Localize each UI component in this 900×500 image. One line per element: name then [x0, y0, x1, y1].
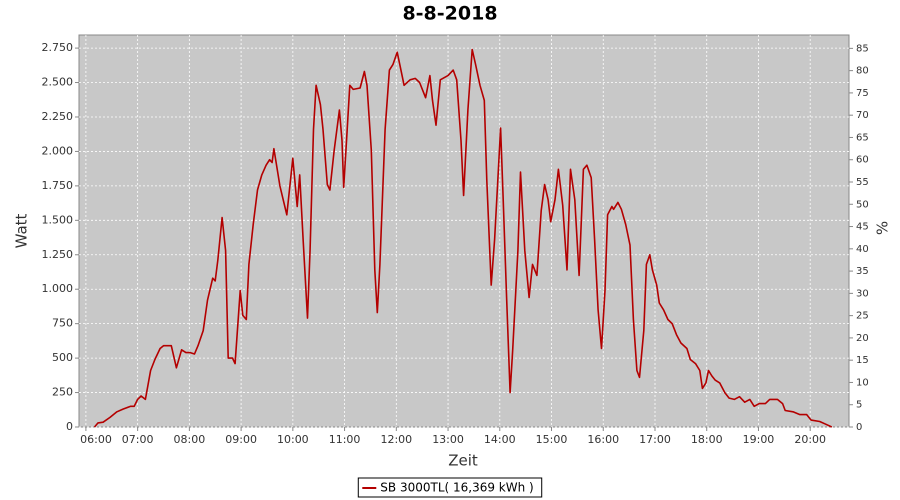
x-tick-label: 17:00: [639, 433, 671, 446]
legend-box: [357, 477, 543, 498]
x-tick-label: 09:00: [225, 433, 257, 446]
y2-tick-label: 5: [856, 400, 862, 411]
x-tick-label: 14:00: [484, 433, 516, 446]
x-tick-label: 07:00: [122, 433, 154, 446]
x-tick-label: 16:00: [587, 433, 619, 446]
y-tick-label: 1.000: [42, 282, 74, 295]
y2-tick-label: 70: [856, 110, 869, 121]
plot-area: [78, 34, 850, 428]
y-tick-label: 2.000: [42, 144, 74, 157]
x-tick-label: 19:00: [743, 433, 775, 446]
y2-tick-label: 55: [856, 177, 869, 188]
y-tick-label: 750: [52, 317, 73, 330]
y-tick-label: 250: [52, 386, 73, 399]
x-tick-label: 13:00: [432, 433, 464, 446]
y2-tick-label: 30: [856, 288, 869, 299]
y2-tick-label: 25: [856, 311, 869, 322]
legend: SB 3000TL( 16,369 kWh ): [357, 477, 543, 498]
legend-label: SB 3000TL( 16,369 kWh ): [380, 481, 533, 495]
y2-tick-label: 40: [856, 244, 869, 255]
y-tick-label: 1.250: [42, 248, 74, 261]
series-line: [93, 48, 833, 428]
y2-tick-label: 45: [856, 222, 869, 233]
y2-tick-label: 35: [856, 266, 869, 277]
x-tick-label: 08:00: [174, 433, 206, 446]
y2-tick-label: 20: [856, 333, 869, 344]
y-tick-label: 2.500: [42, 76, 74, 89]
y2-axis-label: %: [874, 221, 892, 235]
x-tick-label: 20:00: [794, 433, 826, 446]
y2-tick-label: 65: [856, 132, 869, 143]
y2-tick-label: 60: [856, 155, 869, 166]
y-tick-label: 1.500: [42, 213, 74, 226]
y-axis-label: Watt: [13, 213, 31, 248]
y2-tick-label: 80: [856, 66, 869, 77]
y-tick-label: 1.750: [42, 179, 74, 192]
y2-tick-label: 15: [856, 355, 869, 366]
chart-title: 8-8-2018: [402, 3, 497, 25]
y-tick-label: 500: [52, 351, 73, 364]
x-tick-label: 11:00: [329, 433, 361, 446]
y2-tick-label: 85: [856, 43, 869, 54]
y2-tick-label: 75: [856, 88, 869, 99]
y-tick-label: 2.750: [42, 41, 74, 54]
x-tick-label: 10:00: [277, 433, 309, 446]
y-tick-label: 0: [66, 420, 73, 433]
x-tick-label: 18:00: [691, 433, 723, 446]
x-tick-label: 06:00: [80, 433, 112, 446]
y-tick-label: 2.250: [42, 110, 74, 123]
x-axis-label: Zeit: [448, 452, 478, 470]
x-tick-label: 15:00: [536, 433, 568, 446]
y2-tick-label: 50: [856, 199, 869, 210]
y2-tick-label: 0: [856, 422, 862, 433]
x-tick-label: 12:00: [380, 433, 412, 446]
y2-tick-label: 10: [856, 377, 869, 388]
